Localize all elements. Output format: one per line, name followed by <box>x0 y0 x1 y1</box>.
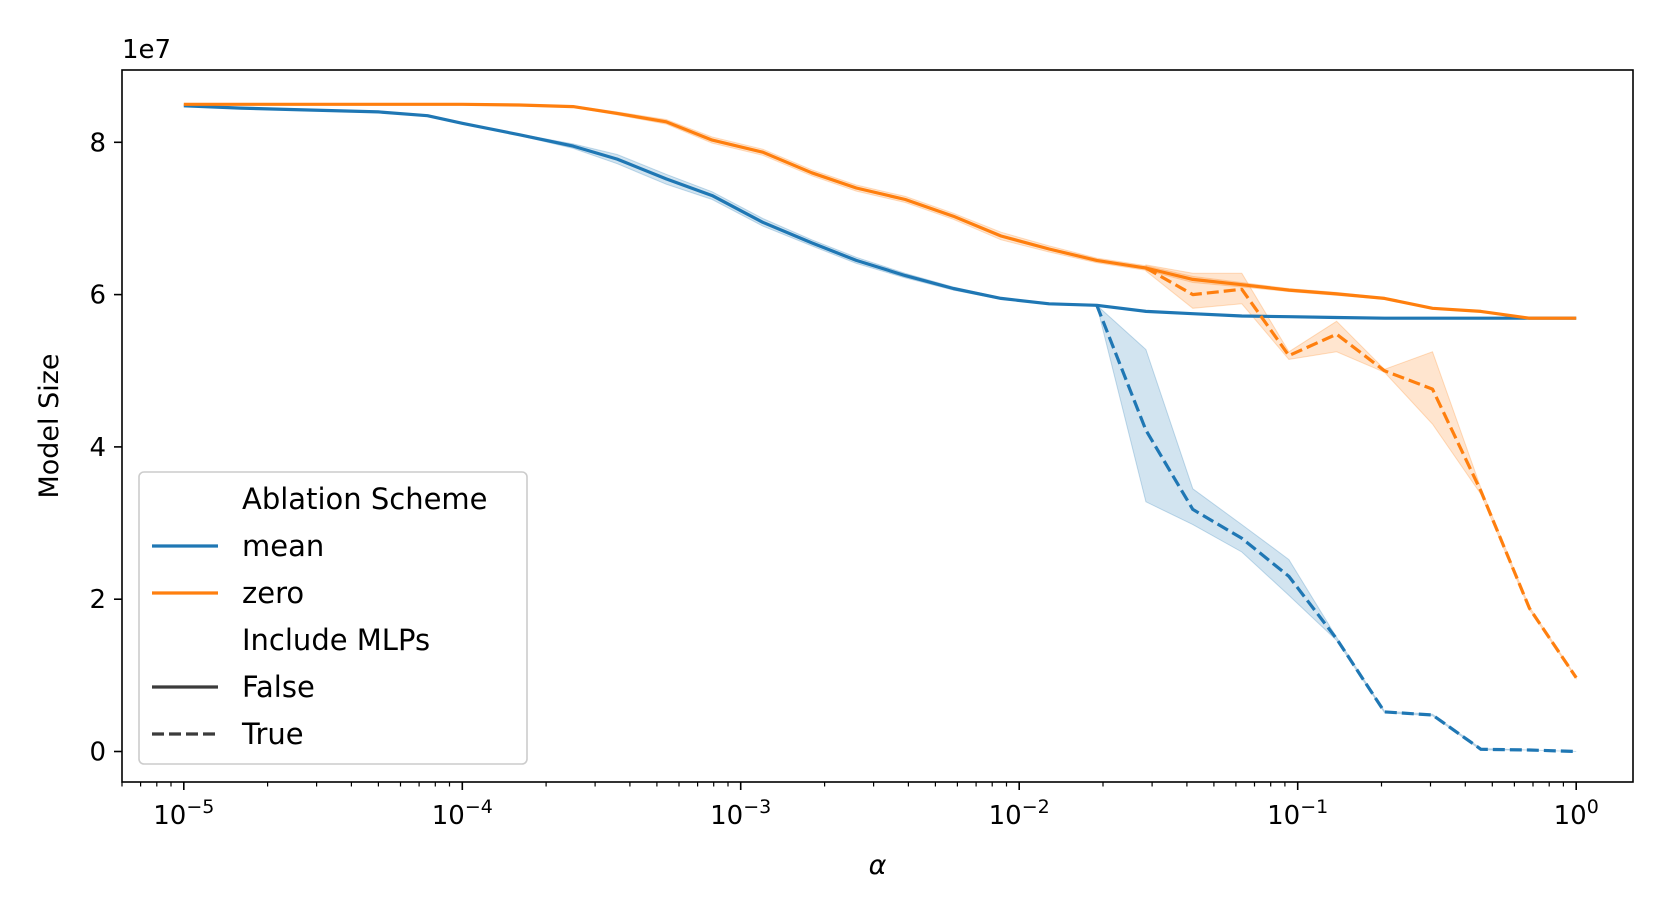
series-line-zero-true <box>1145 266 1578 679</box>
ci-band-zero-false <box>183 103 1577 319</box>
series-lines <box>183 102 1578 754</box>
ci-band-mean-true <box>1095 303 1577 752</box>
y-tick-label: 2 <box>89 585 106 615</box>
legend-label-true: True <box>241 717 304 751</box>
x-tick-label: 10−5 <box>153 796 214 831</box>
series-line-mean-false <box>183 104 1577 320</box>
plot-frame <box>121 69 1634 783</box>
ci-bands <box>183 103 1577 752</box>
legend-frame <box>138 471 528 765</box>
x-tick-label: 10−1 <box>1267 796 1328 831</box>
x-tick-label: 10−4 <box>432 796 493 831</box>
y-tick-label: 6 <box>89 281 106 311</box>
y-tick-label: 8 <box>89 128 106 158</box>
ci-band-mean-false <box>183 105 1577 319</box>
legend: Ablation Scheme mean zero Include MLPs F… <box>138 471 528 765</box>
legend-label-mean: mean <box>242 529 324 563</box>
x-axis: 10−5 10−4 10−3 10−2 10−1 100 <box>121 782 1599 831</box>
legend-style-title: Include MLPs <box>242 623 430 657</box>
y-offset-label: 1e7 <box>122 35 171 65</box>
series-line-zero-false <box>183 102 1577 320</box>
legend-label-false: False <box>242 670 315 704</box>
y-axis-label: Model Size <box>34 353 65 498</box>
x-tick-label: 10−2 <box>989 796 1050 831</box>
x-tick-label: 100 <box>1554 796 1599 831</box>
y-tick-label: 0 <box>89 738 106 768</box>
y-axis: 0 2 4 6 8 <box>89 128 122 768</box>
x-axis-label: α <box>869 850 887 881</box>
y-tick-label: 4 <box>89 433 106 463</box>
x-tick-label: 10−3 <box>710 796 771 831</box>
series-line-mean-true <box>1095 304 1577 754</box>
ci-band-zero-true <box>1145 264 1577 681</box>
legend-label-zero: zero <box>242 576 304 610</box>
legend-hue-title: Ablation Scheme <box>242 482 488 516</box>
